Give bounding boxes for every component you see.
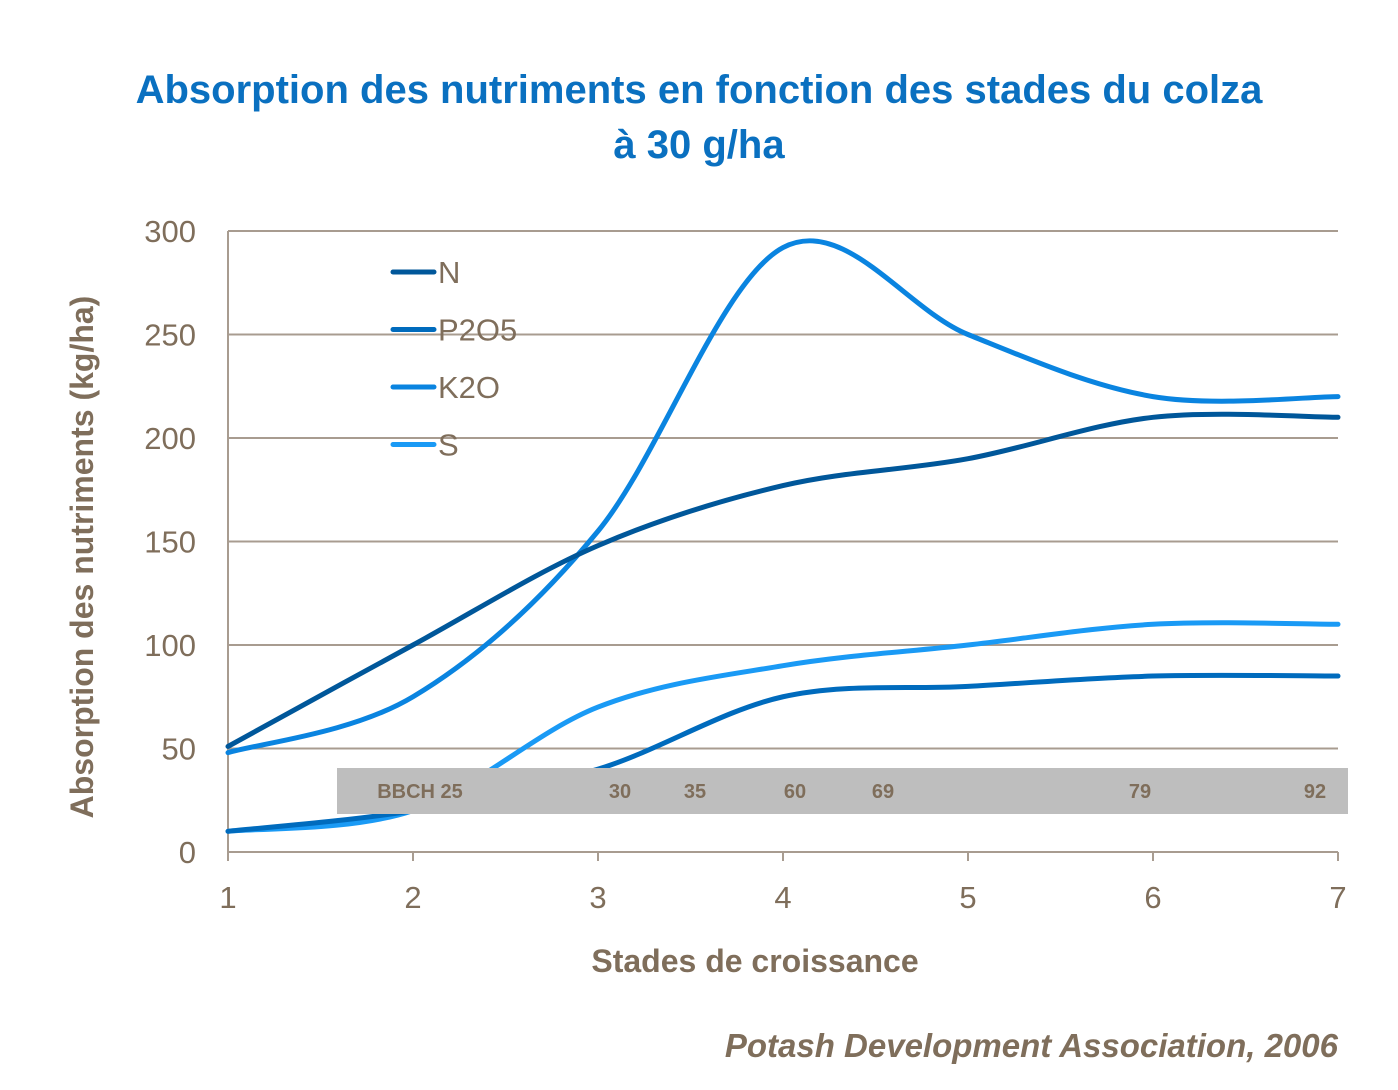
x-tick-label: 5	[959, 880, 976, 915]
x-tick-label: 1	[219, 880, 236, 915]
chart-title: Absorption des nutriments en fonction de…	[136, 68, 1264, 112]
x-ticks: 1 2 3 4 5 6 7	[219, 880, 1346, 915]
x-tick-label: 2	[404, 880, 421, 915]
bbch-band-background	[337, 768, 1348, 814]
bbch-stage-label: 35	[684, 781, 706, 803]
legend-label-p2o5: P2O5	[438, 313, 517, 348]
bbch-stage-label: BBCH 25	[377, 781, 463, 803]
chart-subtitle: à 30 g/ha	[613, 123, 785, 167]
x-tick-label: 3	[589, 880, 606, 915]
y-tick-label: 150	[144, 525, 196, 560]
y-tick-label: 50	[162, 732, 196, 767]
legend-label-n: N	[438, 255, 460, 290]
bbch-band: BBCH 25 30 35 60 69 79 92	[337, 768, 1348, 814]
bbch-stage-label: 92	[1304, 781, 1326, 803]
series-line-k2o	[225, 238, 1341, 756]
bbch-stage-label: 69	[872, 781, 894, 803]
y-tick-label: 250	[144, 318, 196, 353]
y-axis-label: Absorption des nutriments (kg/ha)	[64, 296, 100, 819]
x-tick-label: 7	[1329, 880, 1346, 915]
y-tick-label: 200	[144, 421, 196, 456]
x-axis-label: Stades de croissance	[591, 943, 918, 979]
y-tick-label: 100	[144, 628, 196, 663]
gridlines	[227, 230, 1339, 861]
series-line-n	[225, 411, 1341, 749]
y-tick-label: 0	[179, 835, 196, 870]
bbch-stage-label: 79	[1129, 781, 1151, 803]
legend: N P2O5 K2O S	[390, 255, 517, 463]
bbch-stage-label: 60	[784, 781, 806, 803]
source-note: Potash Development Association, 2006	[725, 1027, 1339, 1064]
bbch-stage-label: 30	[609, 781, 631, 803]
x-tick-label: 4	[774, 880, 791, 915]
y-tick-label: 300	[144, 214, 196, 249]
legend-label-k2o: K2O	[438, 370, 500, 405]
y-ticks: 0 50 100 150 200 250 300	[144, 214, 196, 870]
legend-label-s: S	[438, 428, 459, 463]
x-tick-label: 6	[1144, 880, 1161, 915]
